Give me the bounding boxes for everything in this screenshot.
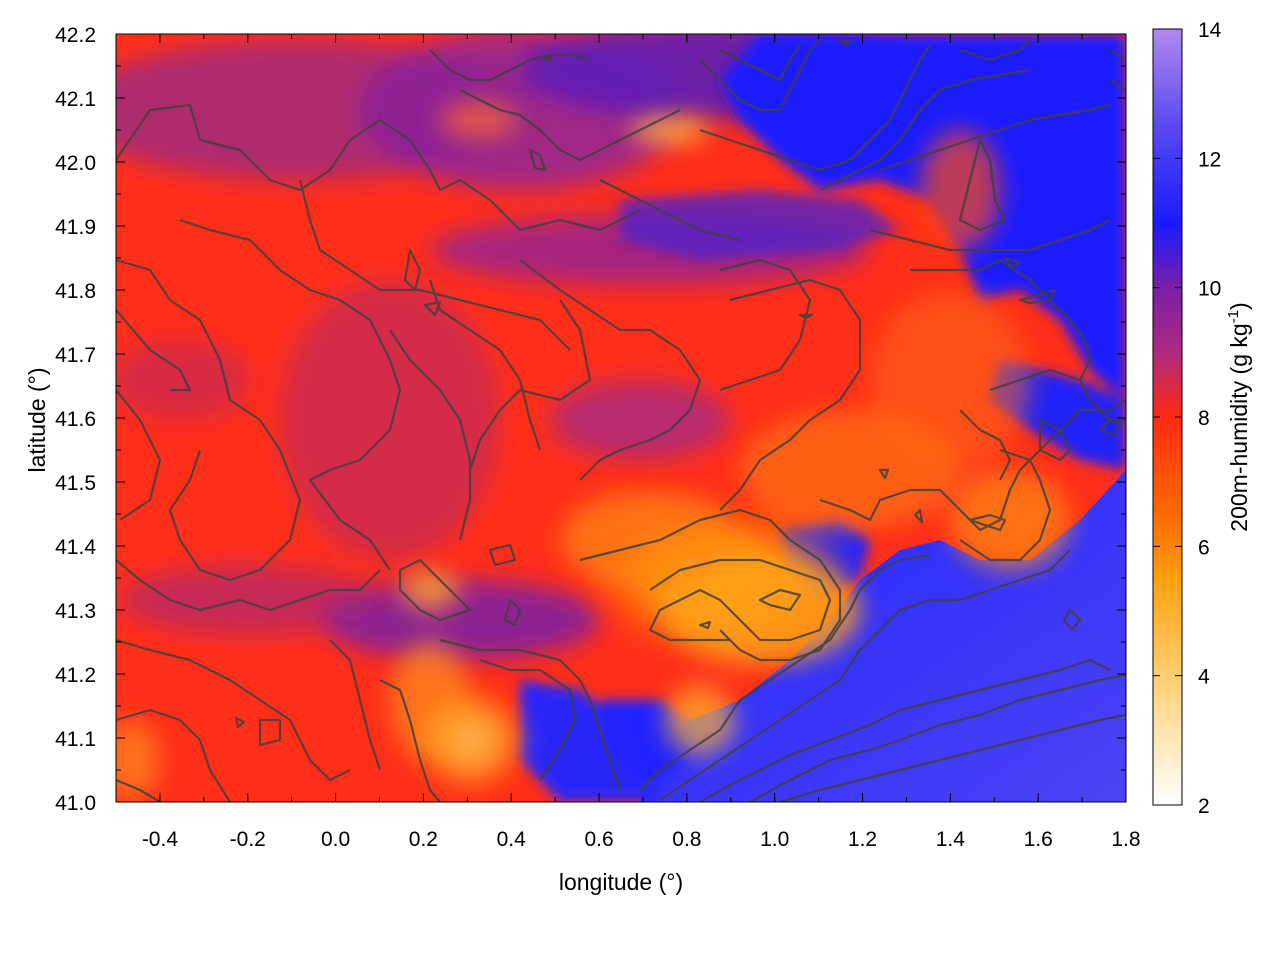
colorbar-label-main: 200m-humidity (g kg xyxy=(1226,323,1252,531)
x-axis-label: longitude (°) xyxy=(559,869,683,895)
x-tick-label: 1.2 xyxy=(848,828,877,851)
humidity-heatmap xyxy=(116,34,1126,802)
y-tick-label: 41.1 xyxy=(55,728,96,751)
colorbar-tick-label: 4 xyxy=(1198,666,1210,689)
colorbar-tick-label: 10 xyxy=(1198,278,1221,301)
x-tick-label: 0.6 xyxy=(584,828,613,851)
y-axis-ticks: 41.0 41.1 41.2 41.3 41.4 41.5 41.6 41.7 41.8 41.9… xyxy=(55,24,1126,815)
colorbar-tick-label: 14 xyxy=(1198,19,1222,42)
x-tick-label: 1.4 xyxy=(936,828,966,851)
x-tick-label: 0.0 xyxy=(321,828,350,851)
y-axis-label: latitude (°) xyxy=(24,367,50,472)
y-tick-label: 41.0 xyxy=(55,792,96,815)
colorbar-tick-label: 2 xyxy=(1198,795,1210,818)
x-tick-label: 1.6 xyxy=(1024,828,1053,851)
y-tick-label: 42.2 xyxy=(55,24,96,47)
colorbar-label-superscript: -1 xyxy=(1225,310,1242,323)
y-tick-label: 42.1 xyxy=(55,88,96,111)
x-tick-label: 0.8 xyxy=(672,828,701,851)
colorbar-label-end: ) xyxy=(1226,302,1252,310)
y-tick-label: 41.5 xyxy=(55,472,96,495)
x-tick-label: -0.4 xyxy=(142,828,179,851)
x-axis-ticks: -0.4 -0.2 0.0 0.2 0.4 0.6 0.8 1.0 1.2 1.4 1.6 1.8 xyxy=(115,34,1141,851)
y-tick-label: 41.6 xyxy=(55,408,96,431)
colorbar-ticks: 2 4 6 8 10 12 14 xyxy=(1153,19,1222,818)
colorbar-tick-label: 12 xyxy=(1198,148,1221,171)
y-tick-label: 41.9 xyxy=(55,216,96,239)
x-tick-label: -0.2 xyxy=(230,828,266,851)
x-tick-label: 1.0 xyxy=(760,828,789,851)
y-tick-label: 41.4 xyxy=(55,536,96,559)
y-tick-label: 41.3 xyxy=(55,600,96,623)
x-tick-label: 0.4 xyxy=(497,828,527,851)
topography-contours xyxy=(116,38,1126,802)
y-tick-label: 42.0 xyxy=(55,152,96,175)
colorbar-label: 200m-humidity (g kg-1) xyxy=(1225,302,1252,531)
y-tick-label: 41.2 xyxy=(55,664,96,687)
y-tick-label: 41.7 xyxy=(55,344,96,367)
colorbar-tick-label: 8 xyxy=(1198,407,1210,430)
y-tick-label: 41.8 xyxy=(55,280,96,303)
x-tick-label: 1.8 xyxy=(1111,828,1140,851)
colorbar-tick-label: 6 xyxy=(1198,536,1210,559)
x-tick-label: 0.2 xyxy=(409,828,438,851)
colorbar: 2 4 6 8 10 12 14 200m-humidity (g kg-1) xyxy=(1152,19,1252,818)
